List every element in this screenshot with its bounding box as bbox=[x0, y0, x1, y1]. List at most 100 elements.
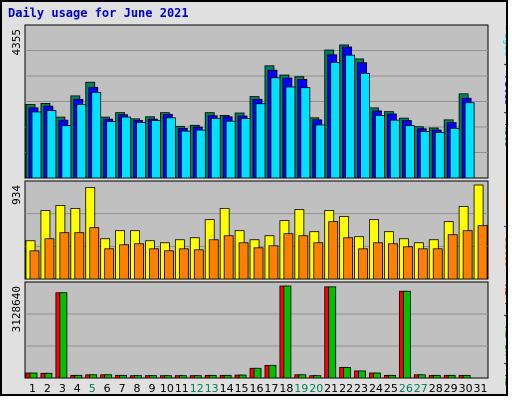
bar-sites bbox=[74, 232, 85, 280]
bar-pages bbox=[106, 121, 117, 179]
bar-kb-in bbox=[238, 374, 247, 379]
bar-kb-in bbox=[223, 374, 232, 379]
bar-sites bbox=[89, 227, 100, 280]
y-max-label: 934 bbox=[10, 185, 23, 205]
bar-kb-in bbox=[134, 375, 142, 379]
x-tick-label: 29 bbox=[444, 382, 458, 395]
bar-pages bbox=[360, 72, 370, 179]
x-tick-label: 3 bbox=[59, 382, 66, 395]
x-tick-label: 24 bbox=[369, 382, 383, 395]
bar-pages bbox=[375, 114, 385, 179]
legend-entry: / bbox=[502, 105, 508, 117]
bar-kb-in bbox=[29, 372, 38, 379]
bar-kb-in bbox=[373, 372, 381, 379]
x-tick-label: 2 bbox=[44, 382, 51, 395]
x-tick-label: 22 bbox=[339, 382, 353, 395]
bar-kb-in bbox=[402, 290, 411, 379]
x-tick-label: 26 bbox=[399, 382, 413, 395]
bar-pages bbox=[46, 110, 57, 179]
legend-middle: Visits / Sites bbox=[502, 183, 508, 267]
bar-kb-in bbox=[432, 374, 441, 379]
bar-pages bbox=[330, 61, 341, 179]
bar-sites bbox=[313, 242, 324, 280]
x-tick-label: 9 bbox=[148, 382, 155, 395]
bar-sites bbox=[373, 242, 383, 280]
bar-sites bbox=[149, 248, 159, 280]
x-tick-label: 23 bbox=[354, 382, 368, 395]
bar-kb-in bbox=[193, 375, 202, 379]
x-tick-label: 14 bbox=[220, 382, 234, 395]
x-tick-label: 11 bbox=[175, 382, 189, 395]
legend-entry: / bbox=[502, 219, 508, 231]
bar-pages bbox=[195, 129, 206, 179]
bar-pages bbox=[166, 117, 176, 179]
bar-pages bbox=[300, 87, 311, 179]
x-tick-label: 4 bbox=[74, 382, 81, 395]
legend-entry: Sites bbox=[502, 231, 508, 267]
bar-sites bbox=[402, 246, 413, 280]
bar-pages bbox=[240, 118, 251, 179]
bar-kb-in bbox=[59, 292, 68, 379]
chart-title: Daily usage for June 2021 bbox=[8, 6, 189, 20]
bar-sites bbox=[44, 238, 55, 280]
bar-sites bbox=[59, 232, 70, 280]
x-tick-label: 7 bbox=[119, 382, 126, 395]
legend-entry: Pages bbox=[502, 27, 508, 57]
bar-kb-in bbox=[447, 374, 456, 379]
bar-kb-in bbox=[208, 374, 217, 379]
bar-sites bbox=[253, 247, 264, 280]
x-tick-label: 12 bbox=[190, 382, 204, 395]
legend-entry: Files bbox=[502, 69, 508, 105]
legend-entry: KB F bbox=[502, 284, 508, 308]
bar-kb-in bbox=[462, 374, 471, 379]
bar-kb-in bbox=[417, 374, 426, 379]
bar-pages bbox=[434, 132, 445, 179]
x-tick-label: 27 bbox=[414, 382, 428, 395]
x-tick-label: 16 bbox=[250, 382, 264, 395]
legend-entry: KB Out bbox=[502, 368, 508, 396]
bar-kb-in bbox=[298, 374, 307, 379]
bar-sites bbox=[477, 225, 488, 280]
bar-pages bbox=[390, 119, 400, 179]
bar-sites bbox=[104, 248, 115, 280]
x-tick-label: 13 bbox=[205, 382, 219, 395]
bar-kb-in bbox=[283, 285, 292, 379]
bar-sites bbox=[388, 243, 398, 280]
bar-kb-in bbox=[178, 375, 187, 379]
x-tick-label: 15 bbox=[235, 382, 249, 395]
y-max-label: 4355 bbox=[10, 29, 23, 56]
bar-kb-in bbox=[164, 375, 172, 379]
legend-top: Pages / Files / Hits bbox=[502, 27, 508, 147]
panel-bottom-background bbox=[24, 281, 489, 379]
bar-pages bbox=[76, 104, 87, 179]
x-tick-label: 19 bbox=[294, 382, 308, 395]
bar-sites bbox=[134, 243, 144, 280]
bar-pages bbox=[345, 54, 356, 179]
legend-entry: / bbox=[502, 57, 508, 69]
bar-kb-in bbox=[104, 374, 113, 379]
x-tick-label: 28 bbox=[429, 382, 443, 395]
x-tick-label: 6 bbox=[104, 382, 111, 395]
bar-sites bbox=[193, 249, 204, 280]
x-tick-label: 21 bbox=[324, 382, 338, 395]
bar-sites bbox=[223, 235, 234, 280]
bar-kb-in bbox=[74, 374, 83, 379]
bar-pages bbox=[31, 111, 42, 179]
bar-sites bbox=[432, 248, 443, 280]
x-tick-label: 10 bbox=[160, 382, 174, 395]
x-tick-label: 17 bbox=[264, 382, 278, 395]
legend-entry: / bbox=[502, 356, 508, 368]
bar-kb-in bbox=[343, 367, 352, 379]
bar-sites bbox=[417, 248, 428, 280]
bar-sites bbox=[358, 248, 368, 280]
bar-pages bbox=[315, 124, 326, 179]
bar-sites bbox=[119, 244, 130, 280]
bar-kb-in bbox=[89, 374, 98, 379]
bar-sites bbox=[238, 242, 249, 280]
legend-entry: KB In bbox=[502, 320, 508, 356]
bar-sites bbox=[29, 250, 40, 280]
legend-entry: Visits bbox=[502, 183, 508, 219]
bar-pages bbox=[121, 116, 132, 179]
